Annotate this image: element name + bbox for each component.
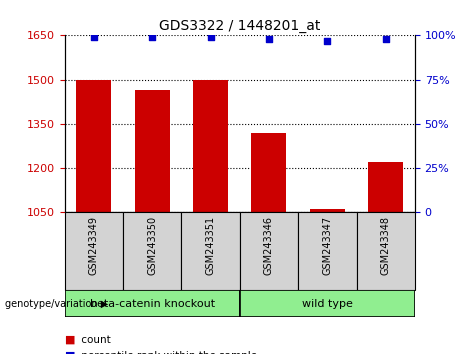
Title: GDS3322 / 1448201_at: GDS3322 / 1448201_at [159,19,320,33]
Bar [65,212,123,290]
Bar [240,212,298,290]
Text: GSM243351: GSM243351 [206,216,216,275]
Point [382,36,390,42]
Text: GSM243349: GSM243349 [89,216,99,275]
Bar [298,212,356,290]
Bar [76,80,111,212]
Bar [193,80,228,212]
Text: GSM243346: GSM243346 [264,216,274,275]
Point [207,34,214,40]
Text: ■: ■ [65,335,76,345]
Bar [135,90,170,212]
Text: GSM243348: GSM243348 [381,216,391,275]
Bar [310,209,345,212]
Bar [251,133,286,212]
Bar [356,212,415,290]
Text: GSM243347: GSM243347 [322,216,332,275]
Bar [368,162,403,212]
Text: beta-catenin knockout: beta-catenin knockout [89,298,215,309]
Point [90,34,97,40]
Point [148,34,156,40]
Point [324,38,331,44]
Text: GSM243350: GSM243350 [147,216,157,275]
Text: ■  percentile rank within the sample: ■ percentile rank within the sample [65,351,257,354]
Text: wild type: wild type [302,298,353,309]
Bar [181,212,240,290]
Text: ■: ■ [65,351,76,354]
Bar [123,212,181,290]
Bar [65,290,240,317]
Point [265,36,272,42]
Text: genotype/variation ▶: genotype/variation ▶ [5,298,108,309]
Bar [240,290,415,317]
Text: ■  count: ■ count [65,335,110,345]
